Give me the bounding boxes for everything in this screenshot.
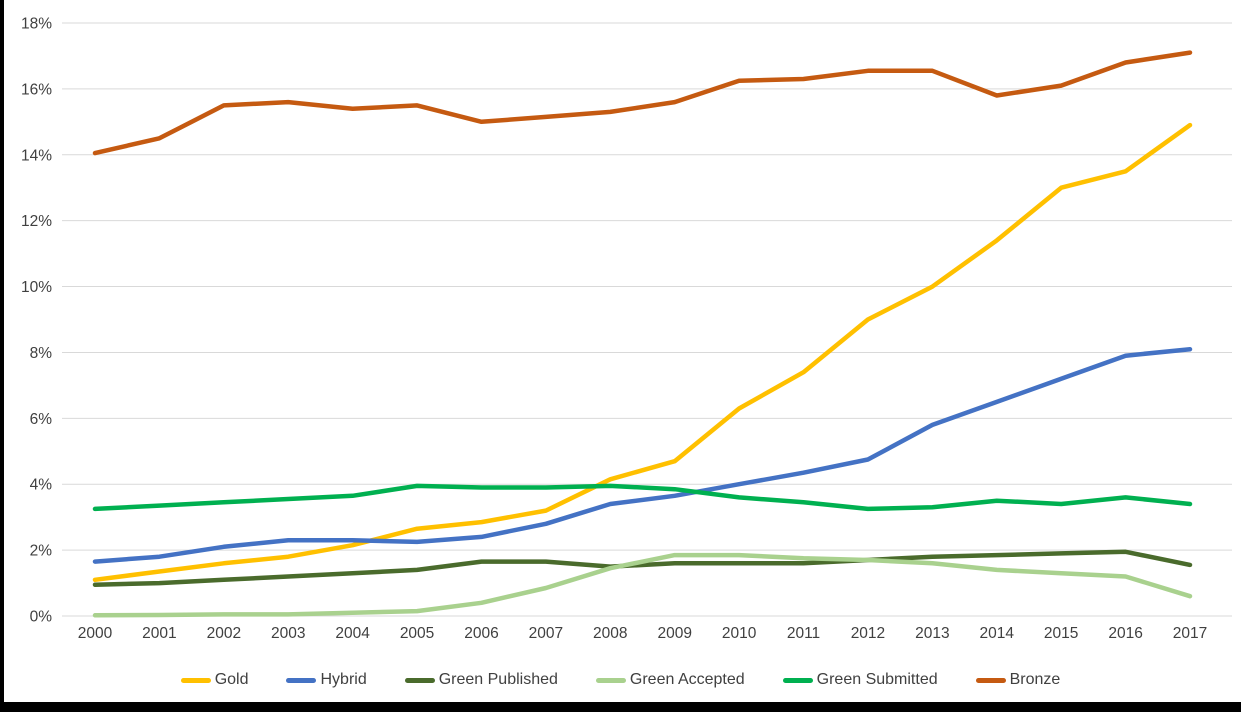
x-tick-label: 2002 (207, 625, 241, 642)
x-tick-label: 2010 (722, 625, 757, 642)
x-tick-label: 2003 (271, 625, 305, 642)
x-tick-label: 2000 (78, 625, 113, 642)
legend-label: Gold (214, 671, 249, 688)
x-tick-label: 2006 (464, 625, 498, 642)
y-tick-label: 14% (21, 147, 52, 164)
x-tick-label: 2009 (657, 625, 691, 642)
series-line-green-published (92, 549, 1193, 587)
y-tick-label: 18% (21, 16, 52, 33)
x-tick-label: 2017 (1173, 625, 1207, 642)
x-tick-label: 2004 (335, 625, 370, 642)
x-tick-label: 2001 (142, 625, 176, 642)
legend-marker-green-published (404, 677, 435, 683)
legend-item-green-published: Green Published (404, 671, 558, 689)
chart-legend: Gold Hybrid Green Published Green Accepted G… (0, 671, 1241, 689)
x-tick-label: 2012 (851, 625, 885, 642)
legend-marker-hybrid (286, 677, 317, 683)
series-line-green-accepted (92, 552, 1193, 618)
x-tick-label: 2014 (980, 625, 1015, 642)
x-tick-label: 2007 (529, 625, 563, 642)
legend-label: Hybrid (320, 671, 367, 688)
x-tick-label: 2011 (787, 625, 820, 642)
series-line-hybrid (92, 346, 1193, 564)
legend-label: Green Submitted (816, 671, 938, 688)
legend-marker-bronze (975, 677, 1006, 683)
legend-item-hybrid: Hybrid (286, 671, 367, 689)
x-tick-label: 2005 (400, 625, 434, 642)
legend-item-bronze: Bronze (975, 671, 1061, 689)
legend-label: Green Published (438, 671, 558, 688)
legend-label: Green Accepted (629, 671, 745, 688)
series-line-green-submitted (92, 483, 1193, 512)
y-tick-label: 16% (21, 81, 52, 98)
y-tick-label: 8% (30, 345, 53, 362)
legend-marker-green-submitted (782, 677, 813, 683)
y-tick-label: 12% (21, 213, 52, 230)
legend-item-green-accepted: Green Accepted (595, 671, 745, 689)
y-tick-label: 6% (30, 411, 53, 428)
x-tick-label: 2015 (1044, 625, 1078, 642)
legend-item-green-submitted: Green Submitted (782, 671, 938, 689)
legend-marker-gold (180, 677, 211, 683)
series-line-gold (92, 122, 1193, 583)
x-tick-label: 2013 (915, 625, 949, 642)
y-tick-label: 0% (30, 609, 53, 626)
legend-marker-green-accepted (595, 677, 626, 683)
x-tick-label: 2008 (593, 625, 627, 642)
window-edge-bottom (0, 702, 1241, 712)
series-line-bronze (92, 50, 1193, 156)
legend-label: Bronze (1009, 671, 1061, 688)
window-edge-left (0, 0, 4, 712)
x-tick-label: 2016 (1108, 625, 1142, 642)
y-tick-label: 4% (30, 477, 53, 494)
legend-item-gold: Gold (180, 671, 249, 689)
y-tick-label: 2% (30, 543, 53, 560)
y-tick-label: 10% (21, 279, 52, 296)
